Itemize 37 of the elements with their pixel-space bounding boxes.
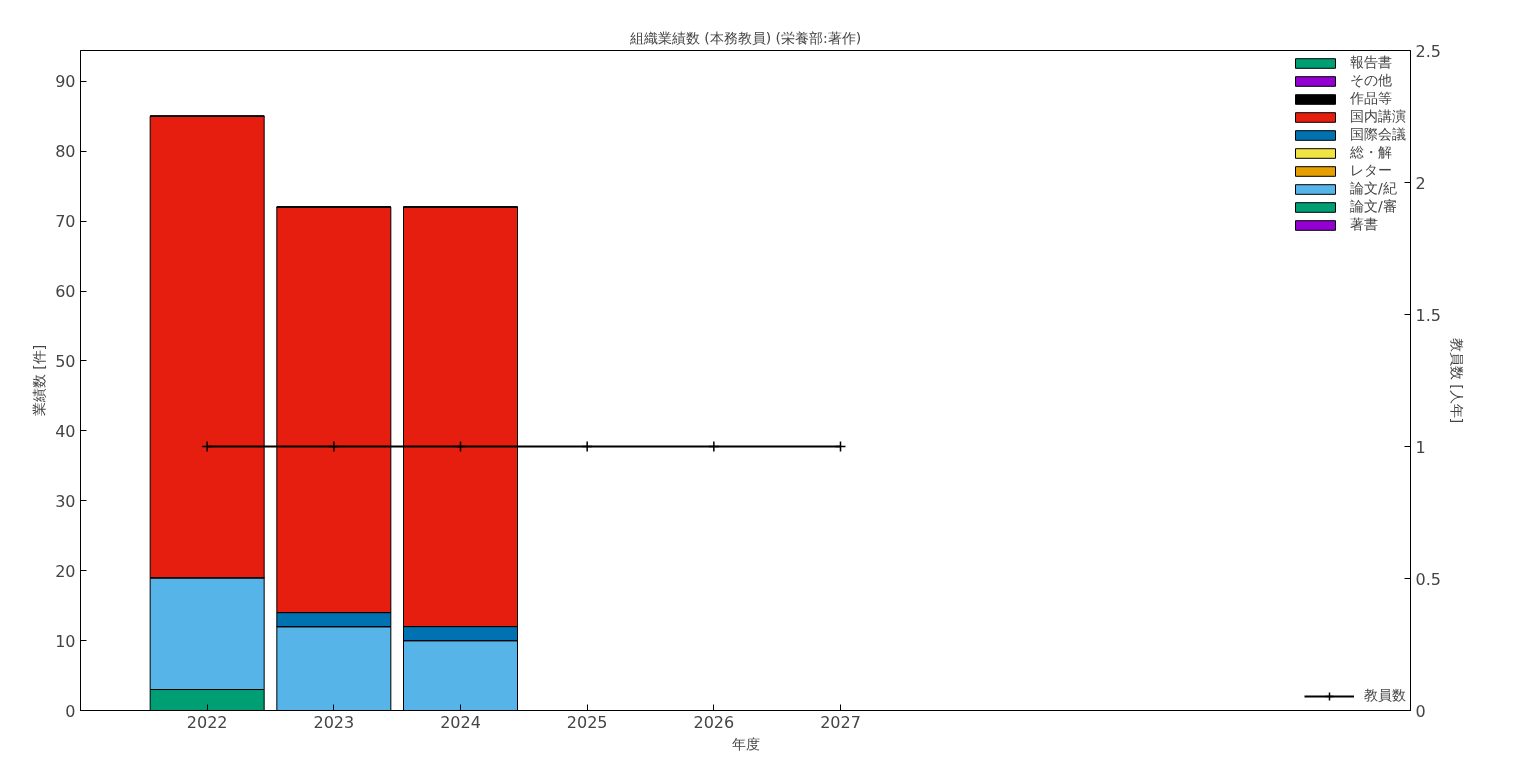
legend-label: レター: [1350, 162, 1392, 180]
y2-tick-label: 2.5: [1415, 41, 1441, 61]
legend-label: 著書: [1350, 216, 1378, 234]
y2-tick-label: 1: [1415, 437, 1426, 457]
legend-label: 国際会議: [1350, 126, 1406, 144]
y2-tick-label: 0: [1415, 701, 1426, 721]
chart-title: 組織業績数 (本務教員) (栄養部:著作): [628, 29, 862, 46]
y-axis-title: 業績数 [件]: [31, 344, 48, 417]
x-tick-label: 2027: [820, 712, 861, 732]
x-tick-label: 2022: [186, 712, 228, 732]
y-tick-label: 90: [55, 72, 76, 92]
y-tick-label: 50: [55, 351, 76, 371]
legend-label: 国内講演: [1350, 108, 1406, 126]
legend-label: 総・解: [1350, 144, 1392, 162]
x-tick-label: 2025: [566, 712, 608, 732]
y-tick-label: 10: [55, 631, 76, 651]
y-tick-label: 20: [55, 561, 76, 581]
y2-tick-label: 1.5: [1415, 305, 1441, 325]
legend-label: その他: [1350, 72, 1392, 90]
x-axis-title: 年度: [731, 735, 760, 752]
y-tick-label: 30: [55, 491, 76, 511]
legend-label: 教員数: [1364, 687, 1406, 705]
y2-axis-title: 教員数 [人年]: [1448, 337, 1465, 424]
x-tick-label: 2023: [313, 712, 355, 732]
y-tick-label: 80: [55, 142, 76, 162]
legend-label: 論文/紀: [1350, 180, 1397, 198]
y2-tick-label: 2: [1415, 173, 1426, 193]
legend-label: 論文/審: [1350, 198, 1397, 216]
y-tick-label: 70: [55, 212, 76, 232]
y-tick-label: 0: [65, 701, 76, 721]
y-tick-label: 40: [55, 421, 76, 441]
y2-tick-label: 0.5: [1415, 569, 1441, 589]
y-tick-label: 60: [55, 282, 76, 302]
legend-label: 作品等: [1350, 90, 1392, 108]
x-tick-label: 2024: [440, 712, 481, 732]
legend-label: 報告書: [1350, 54, 1392, 72]
x-tick-label: 2026: [693, 712, 735, 732]
